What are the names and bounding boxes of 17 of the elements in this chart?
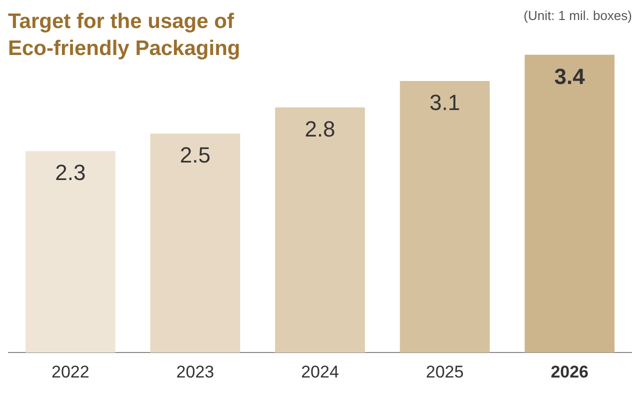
data-label: 2.8 bbox=[304, 116, 336, 142]
text: (Unit: 1 mil. boxes) bbox=[524, 8, 632, 23]
x-tick-label: 2024 bbox=[301, 362, 339, 382]
data-label: 2.3 bbox=[55, 160, 86, 186]
bar bbox=[150, 134, 240, 353]
bar bbox=[524, 54, 615, 353]
data-label: 2.5 bbox=[180, 142, 210, 168]
x-tick-label: 2025 bbox=[426, 362, 464, 382]
bar bbox=[25, 151, 116, 353]
x-tick-label: 2022 bbox=[51, 362, 90, 382]
bar bbox=[400, 81, 490, 353]
x-tick-label: 2026 bbox=[550, 362, 589, 382]
bar bbox=[275, 107, 365, 353]
data-label: 3.1 bbox=[430, 90, 460, 116]
chart-title: Target for the usage of Eco-friendly Packaging bbox=[8, 9, 242, 62]
x-tick-label: 2023 bbox=[176, 362, 214, 382]
data-label: 3.4 bbox=[554, 64, 586, 89]
